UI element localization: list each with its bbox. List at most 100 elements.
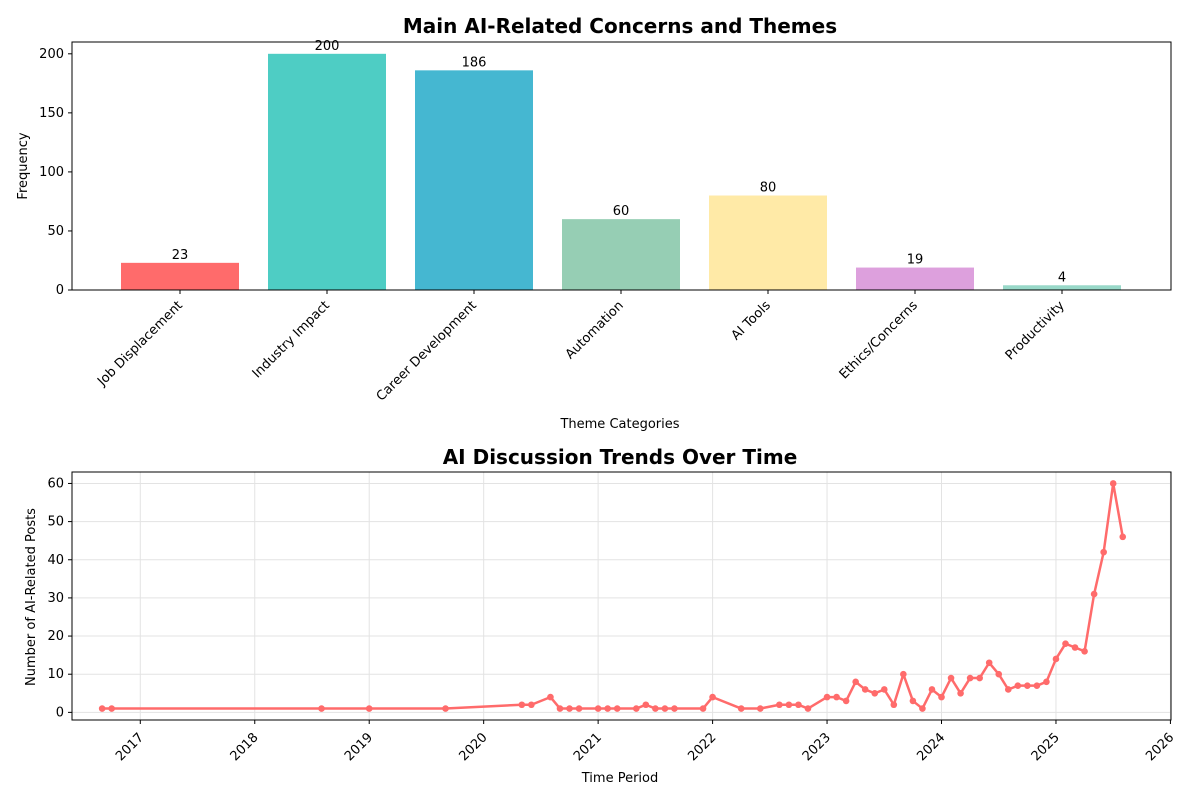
data-point bbox=[833, 693, 840, 701]
data-point bbox=[928, 686, 936, 693]
x-tick-label: Job Displacement bbox=[94, 298, 186, 390]
data-point bbox=[852, 678, 859, 686]
data-point bbox=[1033, 682, 1041, 689]
data-point bbox=[938, 693, 945, 701]
data-point bbox=[776, 701, 783, 709]
data-point bbox=[604, 705, 611, 712]
data-point bbox=[919, 705, 926, 712]
data-point bbox=[547, 693, 554, 701]
x-tick-label: 2021 bbox=[571, 730, 605, 764]
data-point bbox=[1100, 548, 1107, 556]
data-point bbox=[518, 701, 526, 709]
x-tick-label: Productivity bbox=[1003, 298, 1068, 363]
data-point bbox=[575, 705, 583, 712]
bar-chart-ylabel: Frequency bbox=[16, 132, 31, 199]
data-point bbox=[613, 705, 621, 712]
data-point bbox=[909, 697, 917, 705]
data-point bbox=[652, 705, 659, 712]
data-point bbox=[1119, 533, 1127, 541]
data-point bbox=[1062, 640, 1069, 647]
x-tick-label: 2019 bbox=[342, 730, 376, 764]
data-point bbox=[1090, 590, 1098, 598]
data-point bbox=[995, 670, 1003, 678]
x-tick-label: Career Development bbox=[374, 298, 480, 404]
data-point bbox=[900, 670, 907, 678]
data-point bbox=[1043, 678, 1050, 686]
data-point bbox=[1004, 686, 1012, 693]
data-point bbox=[699, 705, 707, 712]
data-label: 80 bbox=[760, 181, 777, 196]
x-tick-label: Industry Impact bbox=[250, 298, 333, 381]
data-point bbox=[880, 686, 888, 693]
data-point bbox=[566, 705, 573, 712]
data-point bbox=[1024, 682, 1031, 689]
line-chart-title: AI Discussion Trends Over Time bbox=[443, 445, 798, 469]
data-point bbox=[709, 693, 716, 701]
x-tick-label: 2018 bbox=[228, 730, 262, 764]
y-tick-label: 30 bbox=[47, 591, 64, 606]
y-tick-label: 0 bbox=[56, 283, 64, 298]
line-chart: 0 10 20 30 40 50 60 2017 2018 2019 2020 2021 2022 202… bbox=[47, 471, 1177, 764]
bar bbox=[415, 70, 533, 290]
data-label: 186 bbox=[462, 55, 487, 70]
y-tick-label: 60 bbox=[47, 476, 64, 491]
data-point bbox=[442, 705, 449, 712]
y-tick-label: 50 bbox=[47, 515, 64, 530]
y-tick-label: 100 bbox=[39, 165, 64, 180]
line-chart-ylabel: Number of AI-Related Posts bbox=[24, 508, 39, 686]
x-tick-label: 2020 bbox=[456, 730, 490, 764]
bar-chart: 0 50 100 150 200 23 Job Displacement 200 Industr… bbox=[39, 39, 1172, 404]
y-tick-label: 10 bbox=[47, 667, 64, 682]
x-tick-label: 2025 bbox=[1029, 730, 1063, 764]
data-label: 23 bbox=[172, 248, 189, 263]
data-point bbox=[785, 701, 793, 709]
y-tick-label: 40 bbox=[47, 553, 64, 568]
y-tick-label: 0 bbox=[56, 705, 64, 720]
x-tick-label: 2023 bbox=[800, 730, 834, 764]
data-label: 19 bbox=[907, 253, 924, 268]
data-point bbox=[871, 689, 879, 697]
data-point bbox=[737, 705, 745, 712]
data-point bbox=[1071, 644, 1079, 651]
x-tick-label: Ethics/Concerns bbox=[837, 298, 921, 382]
data-point bbox=[823, 693, 831, 701]
y-tick-label: 200 bbox=[39, 47, 64, 62]
data-point bbox=[985, 659, 993, 667]
data-point bbox=[1109, 480, 1117, 487]
x-tick-label: 2026 bbox=[1143, 730, 1177, 764]
line-chart-xlabel: Time Period bbox=[581, 771, 658, 786]
bar bbox=[709, 195, 827, 290]
data-label: 60 bbox=[613, 204, 630, 219]
plot-frame bbox=[71, 41, 1172, 291]
data-label: 4 bbox=[1058, 270, 1066, 285]
bar bbox=[562, 219, 680, 290]
data-point bbox=[318, 705, 325, 712]
data-point bbox=[661, 705, 669, 712]
data-point bbox=[108, 705, 115, 712]
x-tick-label: Automation bbox=[563, 298, 627, 362]
x-tick-label: 2024 bbox=[914, 730, 948, 764]
data-point bbox=[804, 705, 812, 712]
data-point bbox=[966, 674, 974, 682]
data-point bbox=[957, 689, 964, 697]
data-point bbox=[671, 705, 678, 712]
data-point bbox=[365, 705, 373, 712]
data-point bbox=[795, 701, 802, 709]
data-point bbox=[890, 701, 898, 709]
data-point bbox=[528, 701, 535, 709]
y-tick-label: 20 bbox=[47, 629, 64, 644]
data-label: 200 bbox=[315, 39, 340, 54]
y-tick-label: 150 bbox=[39, 106, 64, 121]
x-tick-label: 2022 bbox=[685, 730, 719, 764]
data-point bbox=[594, 705, 602, 712]
data-point bbox=[98, 705, 106, 712]
x-tick-label: 2017 bbox=[113, 730, 147, 764]
data-point bbox=[1052, 655, 1060, 663]
data-point bbox=[1081, 648, 1088, 655]
data-point bbox=[976, 674, 983, 682]
bar bbox=[268, 53, 386, 290]
data-point bbox=[842, 697, 850, 705]
data-point bbox=[556, 705, 564, 712]
bar bbox=[121, 262, 239, 290]
